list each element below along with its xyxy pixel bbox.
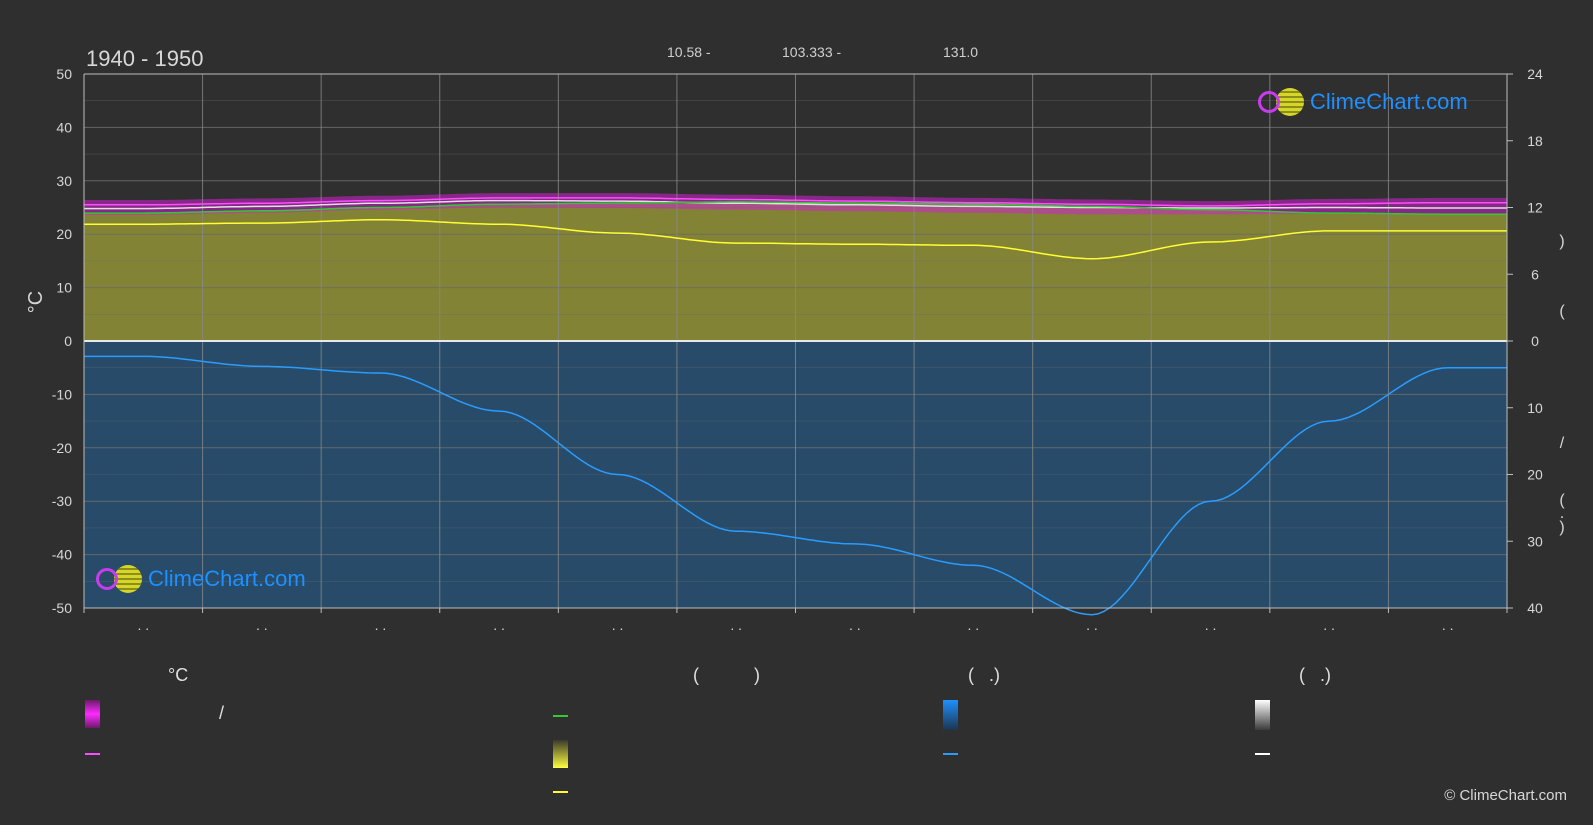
- left-tick-label: 30: [56, 173, 72, 189]
- elevation-label: 131.0: [943, 44, 979, 60]
- right-bottom-tick-label: 40: [1527, 600, 1543, 616]
- right-bottom-axis-title: ): [1559, 519, 1564, 536]
- temp-max-line: [84, 197, 1507, 207]
- sunshine-line: [84, 218, 1507, 260]
- left-tick-label: 10: [56, 280, 72, 296]
- series-lines: [84, 197, 1507, 616]
- month-label: . .: [612, 617, 624, 633]
- left-tick-label: -20: [52, 440, 72, 456]
- right-top-tick-label: 0: [1531, 333, 1539, 349]
- legend-sunshine-swatch: [553, 740, 568, 768]
- legend-sun-header: ( ): [693, 665, 760, 685]
- left-tick-label: 20: [56, 226, 72, 242]
- period-title: 1940 - 1950: [86, 46, 204, 71]
- right-bottom-axis-title: (: [1559, 492, 1565, 509]
- right-top-axis-title: ): [1559, 233, 1564, 250]
- month-label: . .: [493, 617, 505, 633]
- legend-snow-swatch: [1255, 700, 1270, 730]
- month-label: . .: [849, 617, 861, 633]
- legend-precip-swatch: [943, 700, 958, 730]
- sun-icon: [114, 565, 142, 593]
- month-label: . .: [1205, 617, 1217, 633]
- left-tick-label: -30: [52, 493, 72, 509]
- left-axis-title: °C: [25, 291, 47, 313]
- month-label: . .: [730, 617, 742, 633]
- right-bottom-tick-label: 10: [1527, 400, 1543, 416]
- legend-temp-range-label: /: [219, 703, 225, 723]
- month-label: . .: [375, 617, 387, 633]
- legend-snow-line-swatch: [1255, 753, 1270, 755]
- legend-precip-line-swatch: [943, 753, 958, 755]
- left-tick-label: 50: [56, 66, 72, 82]
- logo-text: ClimeChart.com: [148, 566, 306, 591]
- logo-text: ClimeChart.com: [1310, 89, 1468, 114]
- legend-rain-header: ( .): [968, 665, 1000, 685]
- logo-ring-icon: [96, 568, 118, 590]
- month-label: . .: [1442, 617, 1454, 633]
- left-tick-label: -40: [52, 547, 72, 563]
- legend-sunshine-line-swatch: [553, 791, 568, 793]
- right-top-tick-label: 12: [1527, 200, 1543, 216]
- longitude-label: 103.333 -: [782, 44, 842, 60]
- month-label: . .: [256, 617, 268, 633]
- left-tick-label: -50: [52, 600, 72, 616]
- right-bottom-axis-title: /: [1560, 435, 1565, 452]
- logo-top-right[interactable]: ClimeChart.com: [1258, 88, 1468, 116]
- right-bottom-tick-label: 30: [1527, 533, 1543, 549]
- left-tick-label: -10: [52, 386, 72, 402]
- month-label: . .: [1323, 617, 1335, 633]
- month-label: . .: [1086, 617, 1098, 633]
- logo-bottom-left[interactable]: ClimeChart.com: [96, 565, 306, 593]
- right-top-tick-label: 6: [1531, 266, 1539, 282]
- right-top-axis-title: (: [1559, 303, 1565, 320]
- copyright: © ClimeChart.com: [1444, 787, 1567, 804]
- left-tick-label: 40: [56, 119, 72, 135]
- right-top-tick-label: 24: [1527, 66, 1543, 82]
- temp-mean-line: [84, 199, 1507, 210]
- logo-ring-icon: [1258, 91, 1280, 113]
- month-label: . .: [968, 617, 980, 633]
- latitude-label: 10.58 -: [667, 44, 711, 60]
- legend-temp-range-swatch: [85, 700, 100, 728]
- right-bottom-axis-title: .: [1560, 505, 1564, 522]
- month-label: . .: [137, 617, 149, 633]
- grid-lines: [83, 73, 1508, 609]
- legend-temperature-header: °C: [168, 665, 189, 685]
- legend-temp-mean-swatch: [85, 753, 100, 755]
- legend-daylight-swatch: [553, 715, 568, 717]
- right-top-tick-label: 18: [1527, 133, 1543, 149]
- axes: 50 40 30 20 10 0 -10 -20 -30 -40 -50 24 18 12 6 0 10 20 30…: [25, 66, 1565, 633]
- left-tick-label: 0: [64, 333, 72, 349]
- sun-icon: [1276, 88, 1304, 116]
- daylight-line: [84, 201, 1507, 215]
- right-bottom-tick-label: 20: [1527, 467, 1543, 483]
- precipitation-line: [84, 355, 1507, 616]
- legend-snow-header: ( .): [1299, 665, 1331, 685]
